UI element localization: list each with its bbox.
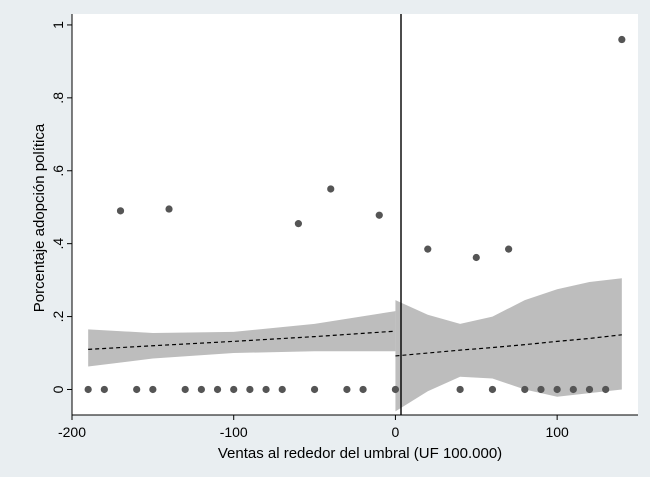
data-point bbox=[246, 385, 254, 394]
data-point bbox=[213, 385, 222, 394]
x-axis-ticks: -200 -100 0 100 bbox=[58, 415, 569, 440]
data-point bbox=[569, 385, 577, 394]
data-point bbox=[488, 385, 497, 394]
data-point bbox=[537, 385, 545, 394]
fit-lines bbox=[88, 330, 622, 357]
data-point bbox=[505, 245, 513, 253]
data-point bbox=[391, 385, 400, 394]
data-point bbox=[521, 385, 529, 394]
y-axis-label: Porcentaje adopción política bbox=[31, 123, 48, 312]
data-point bbox=[618, 35, 626, 44]
data-point bbox=[100, 385, 108, 394]
x-tick-label: -100 bbox=[220, 424, 248, 440]
data-point bbox=[375, 211, 383, 219]
x-axis-label: Ventas al rededor del umbral (UF 100.000… bbox=[218, 445, 502, 462]
data-point bbox=[262, 385, 270, 394]
y-tick-label: .2 bbox=[50, 311, 66, 323]
data-point bbox=[602, 385, 610, 394]
data-point bbox=[585, 385, 594, 394]
data-point bbox=[165, 205, 173, 213]
data-point bbox=[116, 207, 125, 215]
data-points bbox=[84, 35, 626, 394]
data-point bbox=[278, 385, 286, 394]
y-tick-label: .8 bbox=[50, 92, 66, 104]
confidence-band-right bbox=[395, 278, 622, 412]
confidence-band-left bbox=[88, 311, 396, 367]
data-point bbox=[553, 385, 561, 394]
data-point bbox=[424, 245, 432, 253]
x-tick-label: 100 bbox=[545, 424, 569, 440]
y-tick-label: 0 bbox=[50, 385, 66, 393]
y-tick-label: 1 bbox=[50, 21, 66, 29]
y-axis-ticks: 0 .2 .4 .6 .8 1 bbox=[50, 21, 72, 393]
data-point bbox=[343, 385, 351, 394]
data-point bbox=[181, 385, 189, 394]
data-point bbox=[310, 385, 319, 394]
confidence-bands bbox=[88, 278, 622, 412]
fit-line-left bbox=[88, 330, 396, 350]
data-point bbox=[359, 385, 367, 394]
data-point bbox=[197, 385, 205, 394]
data-point bbox=[149, 385, 157, 394]
y-tick-label: .4 bbox=[50, 238, 66, 250]
data-point bbox=[327, 185, 335, 193]
x-tick-label: 0 bbox=[392, 424, 400, 440]
x-tick-label: -200 bbox=[58, 424, 86, 440]
data-point bbox=[472, 253, 480, 262]
fit-line-right bbox=[395, 334, 622, 357]
data-point bbox=[294, 220, 302, 228]
data-point bbox=[133, 385, 141, 394]
data-point bbox=[84, 385, 92, 394]
data-point bbox=[456, 385, 464, 394]
data-point bbox=[230, 385, 238, 394]
y-tick-label: .6 bbox=[50, 165, 66, 177]
